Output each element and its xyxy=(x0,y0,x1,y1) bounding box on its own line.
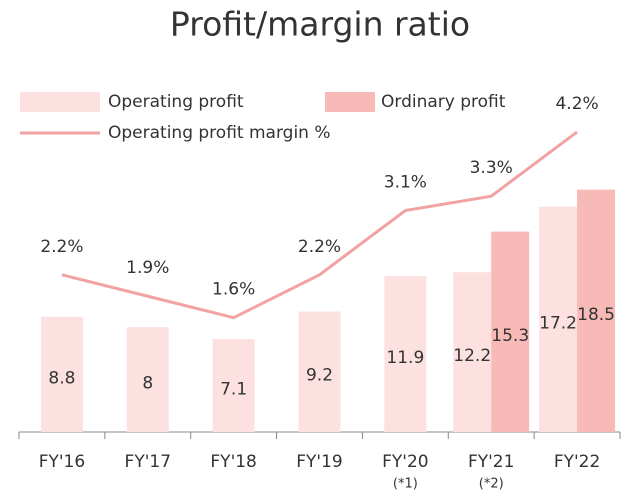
legend-label: Operating profit margin % xyxy=(108,123,331,143)
line-value-label: 4.2% xyxy=(555,94,598,114)
bar-value-label: 11.9 xyxy=(386,348,424,368)
bar-value-label: 8 xyxy=(142,374,153,394)
chart-title: Profit/margin ratio xyxy=(170,5,470,44)
bar xyxy=(384,276,427,432)
bar-value-label: 17.2 xyxy=(539,313,577,333)
line-value-label: 2.2% xyxy=(298,237,341,257)
bar xyxy=(212,338,255,432)
line-value-label: 3.1% xyxy=(384,172,427,192)
bar xyxy=(40,316,83,432)
bar-value-label: 15.3 xyxy=(491,326,529,346)
x-tick-label: FY'22 xyxy=(554,452,600,472)
bar xyxy=(453,272,492,432)
x-tick-note: (*2) xyxy=(479,477,504,492)
x-tick-label: FY'21 xyxy=(468,452,514,472)
margin-line xyxy=(61,130,578,320)
line-value-label: 1.9% xyxy=(126,258,169,278)
bar xyxy=(298,311,341,432)
bar xyxy=(491,231,530,432)
legend-label: Operating profit xyxy=(108,92,244,112)
x-tick-note: (*1) xyxy=(393,477,418,492)
x-tick-label: FY'18 xyxy=(210,452,256,472)
line-value-label: 3.3% xyxy=(470,158,513,178)
legend-label: Ordinary profit xyxy=(381,92,506,112)
bar xyxy=(577,189,616,432)
bar-value-label: 8.8 xyxy=(48,368,75,388)
legend-swatch xyxy=(325,92,375,112)
bar-value-label: 18.5 xyxy=(577,305,615,325)
line-value-label: 2.2% xyxy=(40,237,83,257)
x-tick-label: FY'16 xyxy=(39,452,85,472)
bar-value-label: 12.2 xyxy=(453,346,491,366)
legend-swatch xyxy=(20,92,100,112)
bar xyxy=(539,206,578,432)
x-tick-label: FY'19 xyxy=(296,452,342,472)
bar xyxy=(126,327,169,432)
bar-value-label: 7.1 xyxy=(220,379,247,399)
x-tick-label: FY'20 xyxy=(382,452,428,472)
line-value-label: 1.6% xyxy=(212,280,255,300)
bar-value-label: 9.2 xyxy=(306,366,333,386)
x-tick-label: FY'17 xyxy=(125,452,171,472)
